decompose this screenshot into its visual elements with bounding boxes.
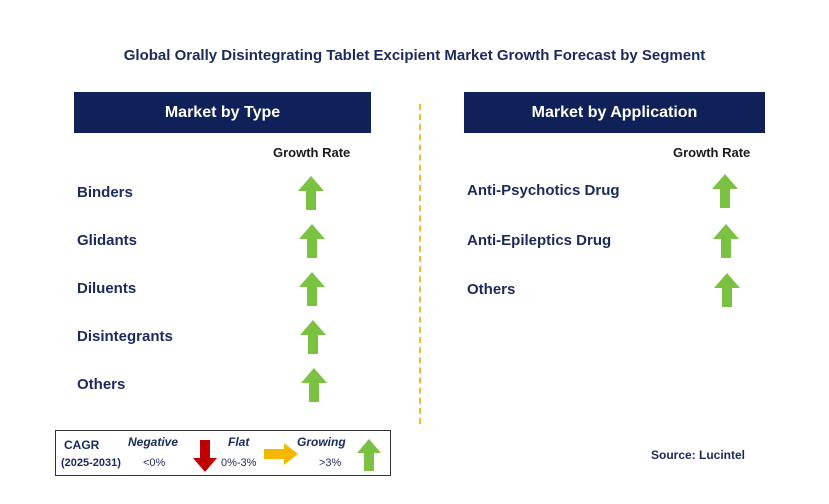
source-label: Source: Lucintel [651,448,746,462]
green-up-arrow-icon [301,368,327,402]
type-growth-rate-label: Growth Rate [273,145,351,160]
chart-title: Global Orally Disintegrating Tablet Exci… [123,47,706,64]
type-row-label: Disintegrants [77,328,173,345]
green-up-arrow-icon [357,439,381,471]
panel-divider [419,104,421,424]
type-row-label: Others [77,376,126,393]
legend-cagr-label: CAGR [64,438,100,452]
market-by-type-header: Market by Type [74,92,371,133]
green-up-arrow-icon [300,320,326,354]
type-row-label: Glidants [77,232,138,249]
legend-period-label: (2025-2031) [61,457,121,469]
green-up-arrow-icon [298,176,324,210]
market-by-application-header: Market by Application [464,92,765,133]
green-up-arrow-icon [713,224,739,258]
legend-growing-range: >3% [319,457,342,469]
green-up-arrow-icon [712,174,738,208]
application-row-label: Others [467,281,516,298]
green-up-arrow-icon [299,224,325,258]
application-row-label: Anti-Epileptics Drug [467,232,612,249]
type-row-label: Diluents [77,280,137,297]
green-up-arrow-icon [299,272,325,306]
application-growth-rate-label: Growth Rate [673,145,751,160]
cagr-legend: CAGR (2025-2031) Negative <0% Flat 0%-3%… [55,430,391,476]
legend-flat-range: 0%-3% [221,457,257,469]
legend-negative-range: <0% [143,457,166,469]
type-row-label: Binders [77,184,133,201]
legend-flat-label: Flat [228,435,250,449]
legend-growing-label: Growing [297,435,346,449]
green-up-arrow-icon [714,273,740,307]
legend-negative-label: Negative [128,435,179,449]
application-row-label: Anti-Psychotics Drug [467,182,620,199]
yellow-right-arrow-icon [264,443,298,465]
red-down-arrow-icon [193,440,217,472]
